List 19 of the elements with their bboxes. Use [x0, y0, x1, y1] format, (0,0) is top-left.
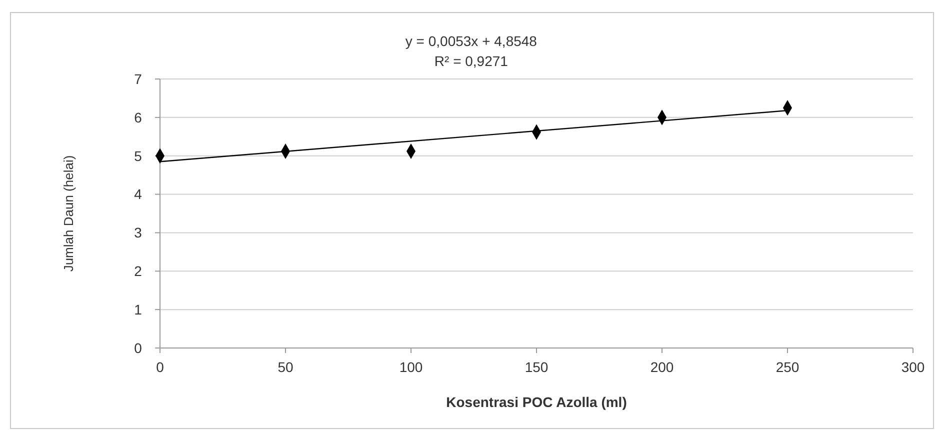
x-tick-label: 100 [399, 359, 423, 375]
x-tick-label: 50 [278, 359, 294, 375]
x-tick-label: 300 [901, 359, 925, 375]
y-tick-label: 7 [134, 70, 142, 87]
y-tick-label: 3 [134, 224, 142, 241]
x-tick-label: 0 [156, 359, 164, 375]
y-tick-label: 5 [134, 148, 142, 164]
y-axis-title: Jumlah Daun (helai) [61, 155, 76, 272]
y-tick-label: 4 [134, 186, 142, 202]
y-tick-label: 1 [134, 301, 142, 318]
y-tick-label: 6 [134, 109, 142, 126]
text: y = 0,0053x + 4,8548 [405, 33, 538, 49]
x-axis-title: Kosentrasi POC Azolla (ml) [446, 394, 627, 410]
y-tick-label: 0 [134, 340, 142, 356]
y-tick-label: 2 [134, 263, 142, 280]
x-tick-label: 150 [524, 359, 548, 375]
x-tick-label: 200 [650, 359, 674, 375]
text: R² = 0,9271 [434, 53, 508, 69]
x-tick-label: 250 [776, 359, 800, 375]
